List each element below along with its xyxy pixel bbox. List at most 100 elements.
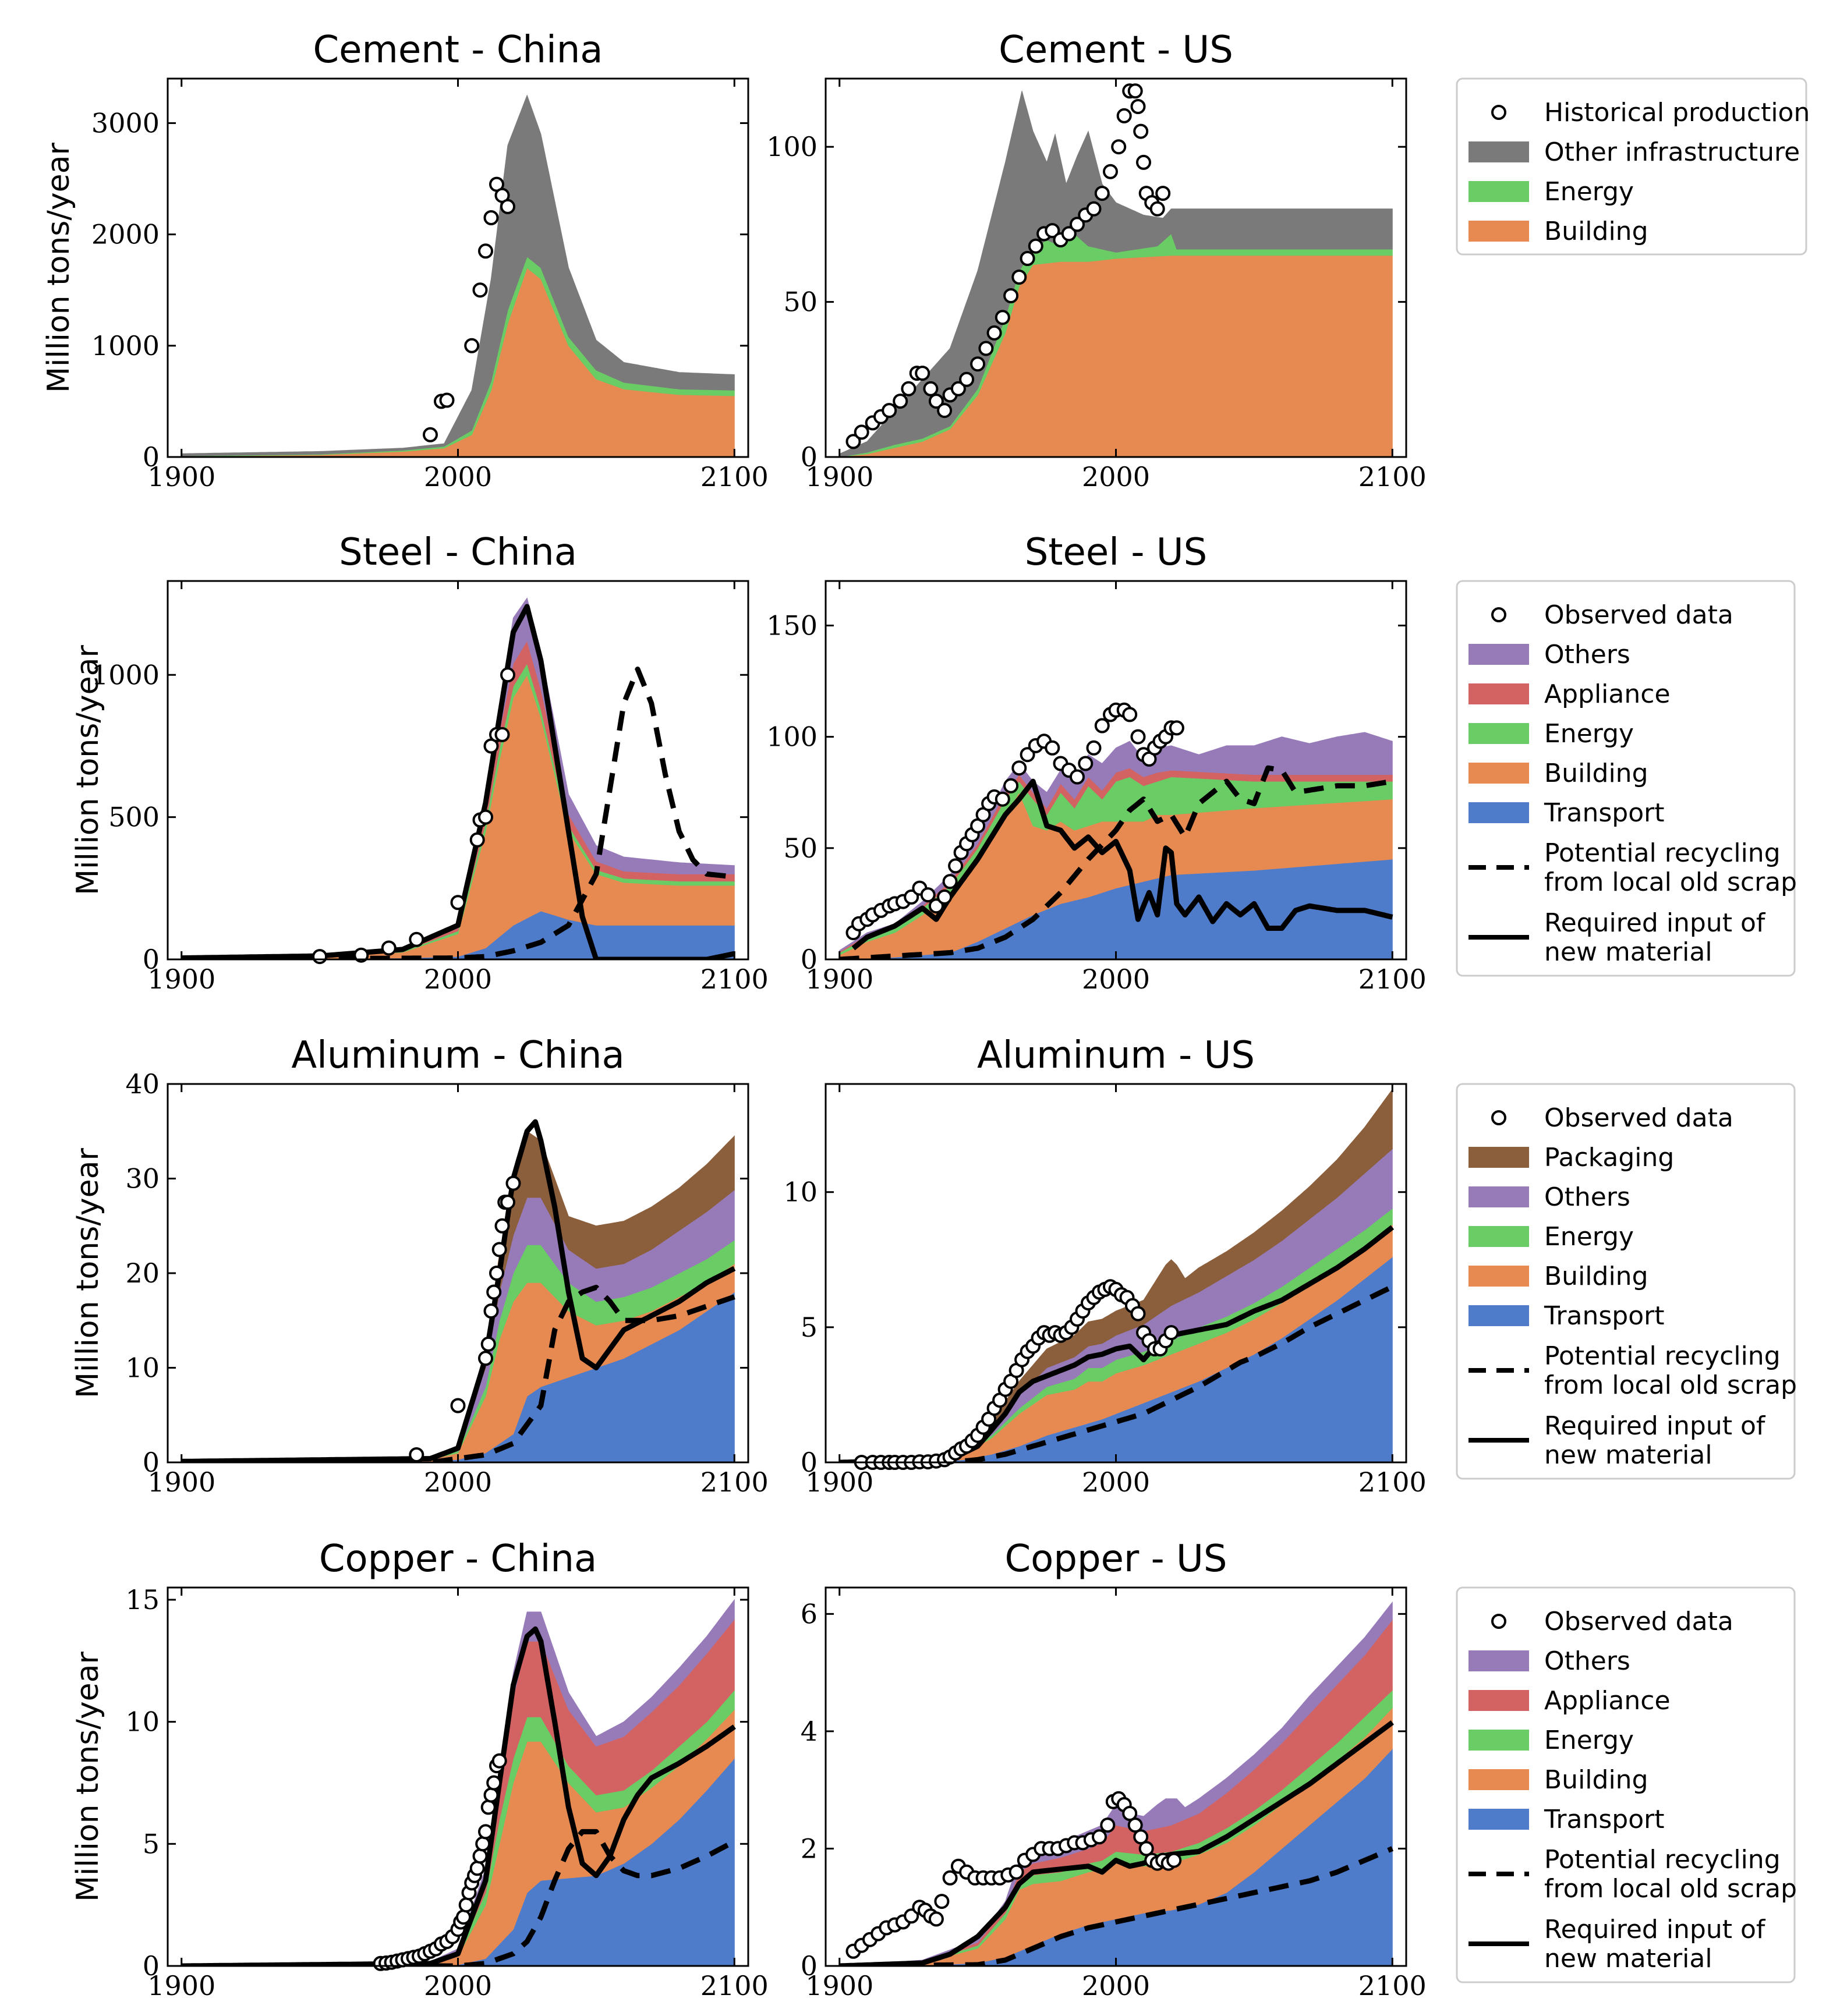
observed-point <box>893 394 908 409</box>
x-tick-label: 1900 <box>805 1970 873 2001</box>
x-tick-label: 2100 <box>1358 963 1427 995</box>
line-required-input <box>181 1119 736 1462</box>
y-axis-label: Million tons/year <box>70 645 105 895</box>
observed-point <box>1092 1829 1107 1845</box>
y-tick-label: 150 <box>766 610 818 641</box>
legend-label: Transport <box>1544 1301 1664 1331</box>
y-axis-label: Million tons/year <box>70 1652 105 1902</box>
y-tick-label: 0 <box>801 944 818 975</box>
observed-point <box>937 403 953 419</box>
observed-point <box>312 949 328 965</box>
legend-label: Required input of <box>1544 908 1766 938</box>
y-tick-label: 1000 <box>91 659 160 690</box>
observed-point <box>450 1398 466 1413</box>
y-axis-label: Million tons/year <box>70 1148 105 1398</box>
area-transport <box>181 1758 735 1966</box>
observed-point <box>882 403 897 419</box>
observed-point <box>491 1242 507 1257</box>
observed-point <box>928 898 944 914</box>
observed-point <box>1127 83 1143 99</box>
panel-copper-china: 1900 2000 2100 0 5 10 15 Copper - China Million … <box>70 1537 769 2001</box>
observed-point <box>458 1897 474 1913</box>
observed-point <box>505 1175 521 1191</box>
observed-point <box>1127 1817 1143 1833</box>
observed-point <box>489 1266 504 1281</box>
observed-point <box>970 356 986 372</box>
y-tick-label: 6 <box>801 1598 818 1629</box>
legend-marker-icon <box>1491 1110 1506 1125</box>
y-tick-label: 500 <box>108 802 160 833</box>
observed-point <box>456 1909 471 1925</box>
panel-title: Aluminum - China <box>291 1034 624 1077</box>
plot-area <box>181 94 735 457</box>
line-required-input <box>839 1720 1394 1966</box>
observed-point <box>1011 270 1027 285</box>
observed-point <box>439 392 455 408</box>
observed-point <box>845 434 861 449</box>
observed-point <box>1155 186 1171 201</box>
observed-point <box>500 199 515 214</box>
observed-point <box>1003 288 1019 303</box>
plot-area <box>181 1119 736 1462</box>
legend-3: Observed data Packaging Others Energy Buildi… <box>1456 1083 1797 1480</box>
x-tick-label: 2000 <box>424 461 492 493</box>
legend-label-line2: new material <box>1544 937 1712 967</box>
legend-label: Others <box>1544 1646 1630 1676</box>
legend-box <box>1456 1586 1796 1983</box>
observed-point <box>854 424 869 440</box>
observed-point <box>1061 226 1077 242</box>
observed-point <box>500 1195 515 1210</box>
legend-label: Observed data <box>1544 600 1733 630</box>
observed-point <box>1070 769 1085 785</box>
legend-swatch <box>1468 1305 1529 1326</box>
observed-point <box>469 1861 485 1876</box>
observed-point <box>483 210 499 225</box>
observed-point <box>1086 201 1102 217</box>
legend-marker-icon <box>1491 1614 1506 1629</box>
observed-point <box>928 1911 944 1927</box>
observed-point <box>1163 1325 1179 1341</box>
observed-point <box>904 889 919 905</box>
legend-label: Potential recycling <box>1544 1341 1781 1371</box>
observed-point <box>995 791 1010 807</box>
legend-label: Appliance <box>1544 679 1671 709</box>
observed-point <box>483 1303 499 1319</box>
panel-steel-china: 1900 2000 2100 0 500 1000 Steel - China Million… <box>70 531 769 995</box>
observed-point <box>1045 740 1060 756</box>
plot-area <box>839 1601 1394 1966</box>
y-tick-label: 0 <box>801 441 818 473</box>
observed-point <box>942 874 958 890</box>
line-potential-recycling <box>839 1284 1394 1462</box>
panel-title: Cement - China <box>313 29 603 72</box>
y-tick-label: 0 <box>801 1950 818 1982</box>
observed-point <box>494 1218 510 1234</box>
observed-point <box>483 1787 499 1803</box>
observed-point <box>480 1799 496 1815</box>
observed-point <box>486 1775 502 1791</box>
x-tick-label: 1900 <box>147 963 215 995</box>
legend-label-line2: from local old scrap <box>1544 1370 1797 1400</box>
legend-label: Transport <box>1544 1805 1664 1834</box>
y-tick-label: 100 <box>766 721 818 753</box>
y-tick-label: 50 <box>783 286 818 318</box>
observed-point <box>450 895 466 910</box>
plot-area <box>839 732 1393 959</box>
observed-point <box>478 809 493 825</box>
legend-swatch <box>1468 1650 1529 1671</box>
y-tick-label: 0 <box>143 1950 160 1982</box>
legend-4: Observed data Others Appliance Energy Buildi… <box>1456 1586 1797 1983</box>
legend-label: Observed data <box>1544 1607 1733 1636</box>
observed-point <box>959 371 975 387</box>
legend-label: Historical production <box>1544 98 1810 127</box>
y-tick-label: 40 <box>125 1068 160 1100</box>
observed-point <box>1169 720 1184 736</box>
legend-label-line2: from local old scrap <box>1544 867 1797 897</box>
x-tick-label: 2000 <box>424 1970 492 2001</box>
legend-swatch <box>1468 1769 1529 1790</box>
observed-point <box>486 1284 502 1300</box>
legend-1: Historical production Other infrastructur… <box>1456 77 1810 256</box>
legend-label: Building <box>1544 1765 1648 1795</box>
legend-swatch <box>1468 802 1529 823</box>
observed-point <box>1133 1829 1149 1845</box>
